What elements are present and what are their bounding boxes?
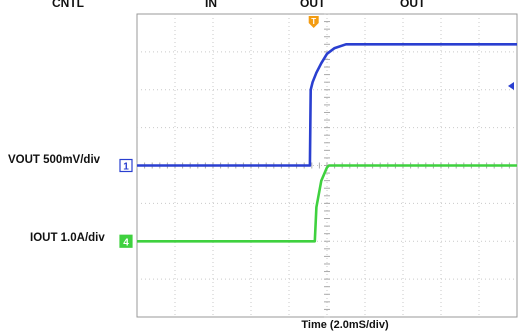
vout-channel-marker [119, 158, 133, 173]
vout-channel-number: 1 [123, 162, 129, 173]
vout-channel-label: VOUT 500mV/div [8, 154, 101, 166]
offset-arrow-icon [508, 81, 514, 90]
x-axis-label: Time (2.0mS/div) [301, 319, 389, 331]
iout-channel-marker [119, 234, 133, 248]
channel-markers: 1 4 T [119, 16, 514, 248]
iout-channel-number: 4 [123, 237, 129, 248]
iout-channel-label: IOUT 1.0A/div [30, 232, 105, 244]
vout-trace [137, 42, 517, 167]
trigger-marker-label: T [311, 17, 316, 26]
header-fragment-out-2: OUT [400, 0, 426, 10]
traces [137, 42, 517, 243]
header-fragment-in: IN [205, 0, 217, 10]
header-fragment-out-1: OUT [300, 0, 326, 10]
header-fragment-cntl: CNTL [52, 0, 84, 10]
iout-trace [137, 164, 517, 243]
trigger-marker [308, 16, 319, 28]
